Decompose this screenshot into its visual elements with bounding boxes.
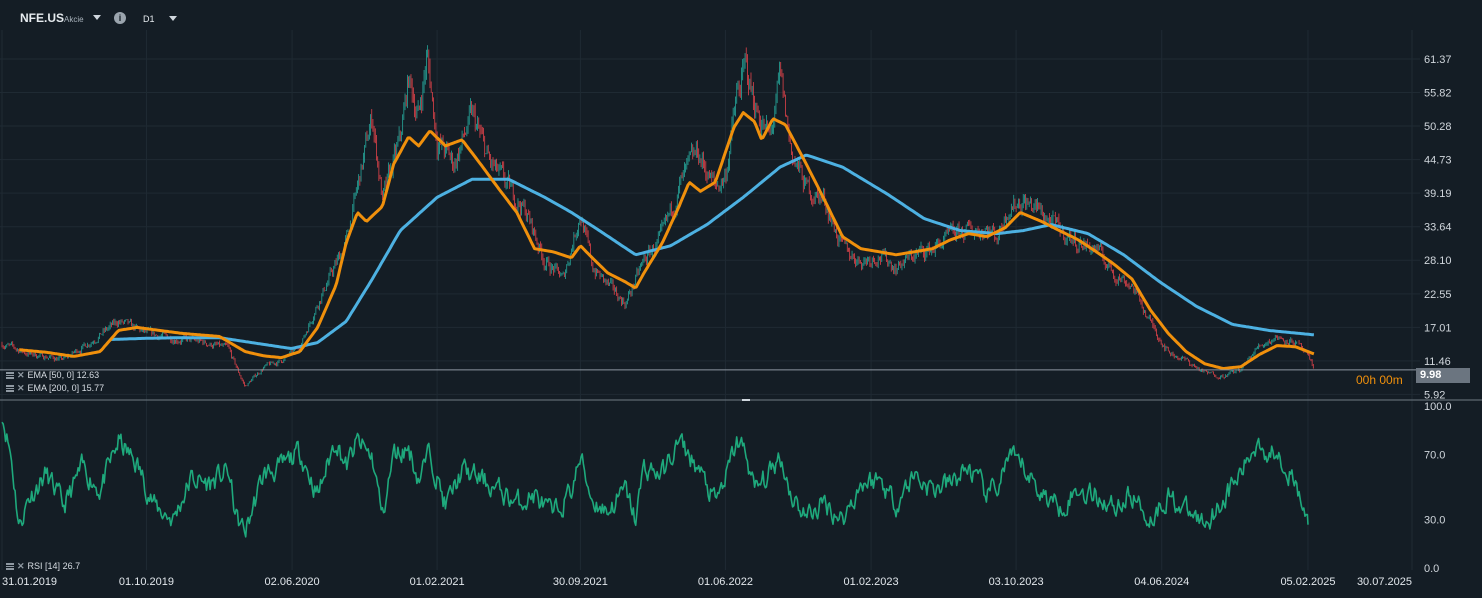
time-tick-label: 04.06.2024 — [1134, 576, 1189, 588]
menu-icon[interactable] — [6, 562, 14, 570]
price-tick-label: 33.64 — [1424, 222, 1452, 234]
legend-ema50: ✕ EMA [50, 0] 12.63 — [6, 370, 99, 380]
chevron-down-icon[interactable] — [93, 15, 101, 20]
asset-type-label: Akcie — [64, 15, 84, 24]
rsi-line — [1, 421, 1309, 538]
info-icon[interactable]: i — [114, 12, 126, 24]
symbol-label[interactable]: NFE.US — [20, 11, 65, 25]
time-tick-label: 01.02.2021 — [410, 576, 465, 588]
grid-lines — [0, 30, 1420, 570]
price-tick-label: 11.46 — [1424, 356, 1451, 368]
time-axis: 31.01.2019 01.10.2019 02.06.2020 01.02.2021… — [2, 576, 1412, 588]
time-tick-label: 30.09.2021 — [553, 576, 608, 588]
legend-ema200: ✕ EMA [200, 0] 15.77 — [6, 383, 104, 393]
rsi-tick-label: 0.0 — [1424, 563, 1439, 575]
time-tick-label: 30.07.2025 — [1357, 576, 1412, 588]
price-tick-label: 28.10 — [1424, 255, 1452, 267]
rsi-tick-label: 30.0 — [1424, 514, 1445, 526]
bar-countdown: 00h 00m — [1356, 373, 1403, 387]
time-tick-label: 03.10.2023 — [989, 576, 1044, 588]
time-tick-label: 01.06.2022 — [698, 576, 753, 588]
price-tick-label: 17.01 — [1424, 322, 1452, 334]
time-tick-label: 01.10.2019 — [119, 576, 174, 588]
ema200-line — [110, 153, 1314, 350]
rsi-tick-label: 70.0 — [1424, 450, 1445, 462]
rsi-axis: 0.0 30.0 70.0 100.0 — [1424, 401, 1452, 575]
price-tick-label: 55.82 — [1424, 88, 1452, 100]
price-tick-label: 5.92 — [1424, 389, 1445, 401]
menu-icon[interactable] — [6, 371, 14, 379]
price-axis: 5.92 11.46 17.01 22.55 28.10 33.64 39.19 44.73 5… — [1424, 54, 1452, 401]
time-tick-label: 05.02.2025 — [1280, 576, 1335, 588]
chart-toolbar: NFE.US Akcie i D1 — [0, 0, 420, 34]
legend-rsi-text: RSI [14] 26.7 — [27, 561, 81, 571]
price-tick-label: 50.28 — [1424, 121, 1452, 133]
last-price-tag: 9.98 — [1416, 368, 1470, 383]
ema50-line — [19, 111, 1315, 370]
chevron-down-icon[interactable] — [169, 16, 177, 21]
time-tick-label: 31.01.2019 — [2, 576, 57, 588]
rsi-tick-label: 100.0 — [1424, 401, 1452, 413]
price-tick-label: 61.37 — [1424, 54, 1452, 66]
legend-ema50-text: EMA [50, 0] 12.63 — [27, 370, 100, 380]
pane-resize-handle — [742, 399, 750, 401]
timeframe-label[interactable]: D1 — [143, 14, 155, 24]
price-tick-label: 44.73 — [1424, 155, 1452, 167]
price-tick-label: 22.55 — [1424, 289, 1452, 301]
menu-icon[interactable] — [6, 384, 14, 392]
close-icon[interactable]: ✕ — [17, 383, 25, 393]
time-tick-label: 01.02.2023 — [844, 576, 899, 588]
legend-ema200-text: EMA [200, 0] 15.77 — [27, 383, 105, 393]
price-tick-label: 39.19 — [1424, 188, 1452, 200]
time-tick-label: 02.06.2020 — [265, 576, 320, 588]
legend-rsi: ✕ RSI [14] 26.7 — [6, 561, 80, 571]
close-icon[interactable]: ✕ — [17, 370, 25, 380]
close-icon[interactable]: ✕ — [17, 561, 25, 571]
